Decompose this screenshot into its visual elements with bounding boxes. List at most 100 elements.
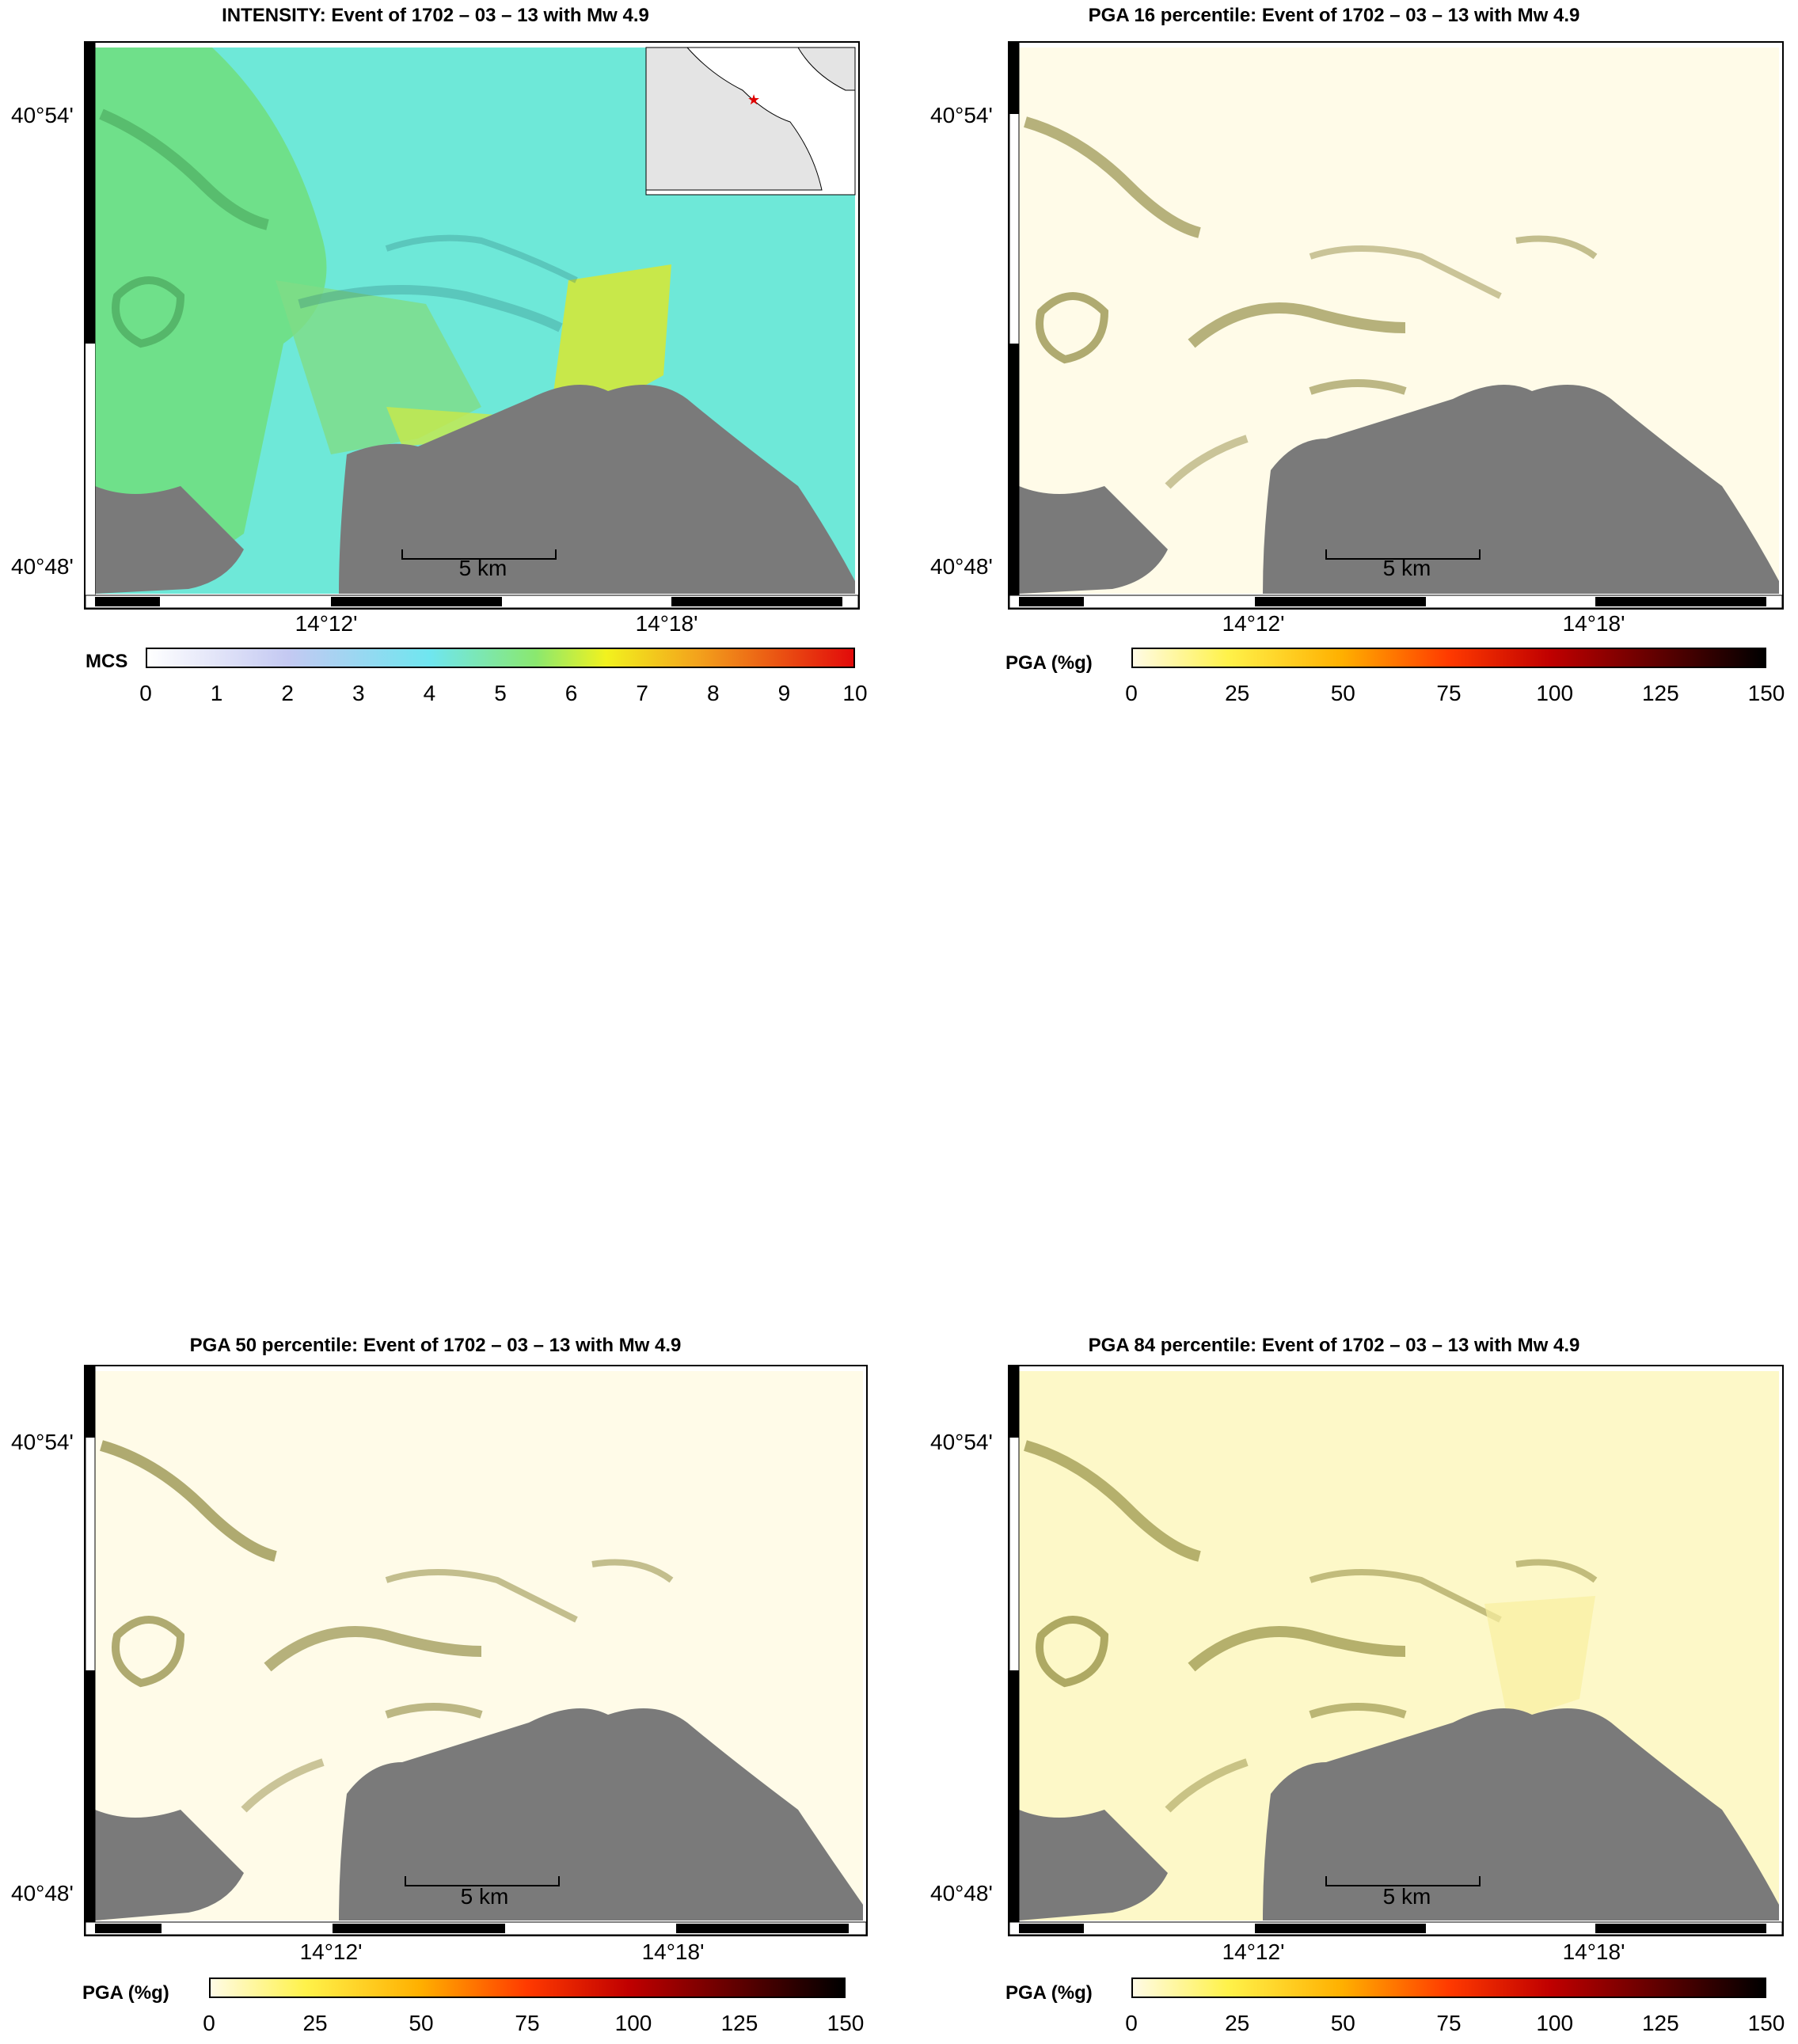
- scale-bar-label: 5 km: [460, 1884, 509, 1909]
- relief-ridge-4: [1515, 1559, 1598, 1583]
- colorbar-tick: 8: [707, 681, 720, 705]
- colorbar-ticks: 0 1 2 3 4 5 6 7 8 9 10: [139, 681, 867, 712]
- relief-ridge-5: [1309, 379, 1407, 395]
- colorbar-tick: 9: [777, 681, 791, 705]
- relief-ridge-3: [298, 285, 563, 332]
- colorbar-tick: 100: [1536, 681, 1574, 705]
- relief-crater: [112, 1616, 185, 1688]
- colorbar-tick: 25: [1225, 681, 1250, 705]
- axis-band-bottom-black-1: [95, 1924, 162, 1933]
- pga50-map: [86, 1366, 866, 1935]
- lat-label-bottom: 40°48': [11, 554, 74, 579]
- lon-label-right: 14°18': [635, 611, 698, 636]
- axis-band-bottom-black-1: [1019, 1924, 1084, 1933]
- relief-ridge-1: [1024, 1440, 1201, 1562]
- colorbar-label: PGA (%g): [82, 1982, 169, 2004]
- colorbar-ticks: 0 25 50 75 100 125 150: [1125, 681, 1785, 712]
- axis-band-left-black-2: [1009, 1670, 1019, 1924]
- colorbar-label: PGA (%g): [1005, 652, 1093, 674]
- colorbar-pga: [1131, 1978, 1766, 1998]
- colorbar-label: PGA (%g): [1005, 1982, 1093, 2004]
- scale-bar-line: [401, 549, 557, 560]
- relief-ridge-2: [264, 1626, 482, 1672]
- axis-band-bottom-black-2: [331, 597, 502, 606]
- relief-ridge-3: [1309, 245, 1502, 299]
- pga-warm-zone: [1484, 1596, 1595, 1723]
- sea-area: [95, 1708, 863, 1921]
- colorbar-tick: 75: [1436, 681, 1462, 705]
- panel-title: PGA 50 percentile: Event of 1702 – 03 – …: [189, 1335, 682, 1356]
- colorbar-tick: 125: [1641, 2011, 1679, 2035]
- colorbar-tick: 150: [1747, 681, 1785, 705]
- axis-band-bottom-black-3: [671, 597, 842, 606]
- colorbar-pga: [209, 1978, 846, 1998]
- colorbar-label: MCS: [86, 651, 128, 672]
- colorbar-tick: 2: [281, 681, 294, 705]
- relief-ridge-1: [100, 1440, 277, 1562]
- relief-ridge-5: [1309, 1703, 1407, 1719]
- scale-bar-label: 5 km: [1382, 1884, 1431, 1909]
- axis-band-bottom-black-3: [1595, 1924, 1766, 1933]
- relief-ridge-3: [1309, 1569, 1502, 1623]
- axis-band-left-black-2: [86, 344, 95, 605]
- axis-band-bottom-black-1: [1019, 597, 1084, 606]
- colorbar-tick: 75: [515, 2011, 540, 2035]
- relief-crater: [1036, 1616, 1109, 1688]
- inset-coastline: [645, 47, 823, 191]
- colorbar-tick: 100: [1536, 2011, 1574, 2035]
- axis-band-bottom-black-3: [1595, 597, 1766, 606]
- colorbar-pga: [1131, 648, 1766, 668]
- relief-ridge-1: [99, 108, 269, 230]
- relief-ridge-2: [1188, 1626, 1406, 1672]
- relief-ridge-6: [1165, 1758, 1249, 1813]
- map-panel-pga84: PGA 84 percentile: Event of 1702 – 03 – …: [899, 1330, 1798, 2044]
- relief-ridge-3: [385, 1569, 578, 1623]
- map-frame: [1008, 41, 1784, 610]
- inset-coastline-2: [797, 47, 856, 91]
- axis-band-bottom-black-2: [1255, 597, 1426, 606]
- scale-bar-line: [405, 1876, 560, 1886]
- axis-band-left-black-1: [86, 43, 95, 344]
- scale-bar-label: 5 km: [458, 556, 507, 580]
- scale-bar-line: [1325, 1876, 1481, 1886]
- relief-ridge-4: [591, 1559, 674, 1583]
- relief-ridge-6: [241, 1758, 325, 1813]
- colorbar-tick: 50: [409, 2011, 434, 2035]
- map-frame: [1008, 1365, 1784, 1936]
- colorbar-tick: 75: [1436, 2011, 1462, 2035]
- map-frame: ★: [84, 41, 860, 610]
- axis-band-left-black-2: [86, 1670, 95, 1924]
- colorbar-ticks: 0 25 50 75 100 125 150: [1125, 2011, 1785, 2042]
- sea-area: [95, 385, 855, 594]
- axis-band-left-black-1: [1009, 43, 1019, 114]
- lat-label-bottom: 40°48': [11, 1881, 74, 1905]
- lat-label-top: 40°54': [11, 1430, 74, 1454]
- colorbar-tick: 0: [1125, 681, 1138, 705]
- pga16-map: [1009, 43, 1782, 608]
- colorbar-tick: 0: [203, 2011, 215, 2035]
- colorbar-tick: 150: [827, 2011, 865, 2035]
- relief-crater: [1036, 292, 1109, 364]
- panel-title: PGA 84 percentile: Event of 1702 – 03 – …: [1088, 1335, 1580, 1356]
- intensity-yellow-zone: [553, 264, 671, 415]
- axis-band-left-black-1: [1009, 1366, 1019, 1438]
- lat-label-top: 40°54': [11, 103, 74, 127]
- colorbar-tick: 25: [302, 2011, 328, 2035]
- colorbar-tick: 125: [1641, 681, 1679, 705]
- intensity-green-zone: [95, 47, 327, 589]
- colorbar-tick: 4: [423, 681, 436, 705]
- colorbar-ticks: 0 25 50 75 100 125 150: [203, 2011, 864, 2042]
- sea-area: [1019, 1708, 1779, 1921]
- lon-label-left: 14°12': [299, 1940, 363, 1964]
- lat-label-top: 40°54': [930, 1430, 993, 1454]
- epicenter-star-icon: ★: [747, 92, 760, 108]
- colorbar-tick: 3: [352, 681, 365, 705]
- panel-title: INTENSITY: Event of 1702 – 03 – 13 with …: [222, 5, 649, 26]
- axis-band-bottom-black-2: [1255, 1924, 1426, 1933]
- lon-label-right: 14°18': [641, 1940, 705, 1964]
- lon-label-left: 14°12': [295, 611, 358, 636]
- relief-ridge-6: [1165, 435, 1249, 489]
- map-panel-pga16: PGA 16 percentile: Event of 1702 – 03 – …: [899, 0, 1798, 792]
- lat-label-bottom: 40°48': [930, 554, 993, 579]
- colorbar-tick: 6: [564, 681, 578, 705]
